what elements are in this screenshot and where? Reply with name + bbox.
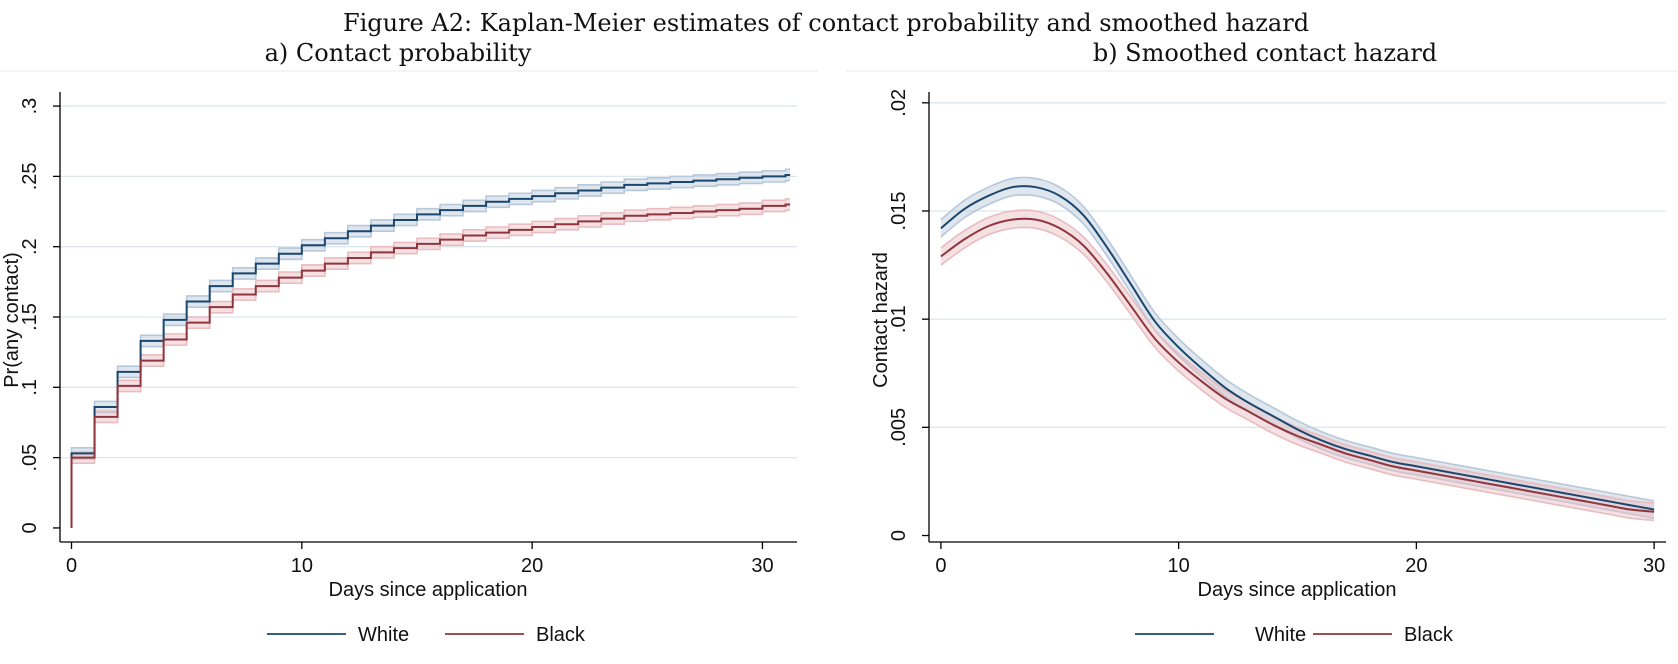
- panel-b-x-tick-label-2: 20: [1405, 555, 1427, 577]
- panel-a-x-tick-label-3: 30: [751, 555, 773, 577]
- panel-a-legend-white-label: White: [358, 624, 409, 646]
- panel-a-white-ci-upper: [70, 168, 791, 528]
- panel-b-legend-black-label: Black: [1404, 624, 1454, 646]
- panel-b-y-axis-title: Contact hazard: [870, 252, 892, 388]
- panel-b-x-tick-label-1: 10: [1168, 555, 1190, 577]
- panel-b-bands: [940, 176, 1655, 522]
- panel-b-white-ci-lower: [940, 193, 1655, 519]
- panel-contact-hazard: b) Smoothed contact hazard 0 .005 .01 .015.…: [846, 39, 1678, 646]
- panel-a-x-tick-label-1: 10: [291, 555, 313, 577]
- panel-a-black-ci-lower: [70, 209, 791, 528]
- panel-a-white-line: [70, 173, 791, 528]
- panel-b-y-tick-label-2: .01: [888, 305, 910, 333]
- panel-b-white-ci-upper: [940, 176, 1655, 502]
- panel-b-black-ci-lower: [940, 226, 1655, 522]
- panel-b-gridlines: [929, 102, 1666, 428]
- panel-b-x-axis-title: Days since application: [1198, 579, 1397, 601]
- panel-b-y-tick-label-4: .02: [888, 89, 910, 117]
- panel-a-x-tick-label-2: 20: [521, 555, 543, 577]
- panel-b-title: b) Smoothed contact hazard: [1093, 39, 1437, 67]
- panel-b-y-tick-label-0: 0: [888, 530, 910, 541]
- panel-a-y-tick-label-4: .2: [19, 238, 41, 255]
- panel-b-ticks: 0 .005 .01 .015 .02 0 10 20 30: [888, 89, 1665, 577]
- panel-b-y-tick-label-3: .015: [888, 192, 910, 231]
- panel-contact-probability: a) Contact probability 0.05.1.15.2.25.30…: [0, 39, 818, 646]
- panel-b-legend: White Black: [1135, 624, 1454, 646]
- panel-a-gridlines: [60, 105, 797, 459]
- panel-b-black-ci-upper: [940, 209, 1655, 504]
- panel-a-ticks: 0 .05 .1 .15 .2 .25 .3 0 10 20 30: [19, 98, 774, 577]
- panel-a-x-axis-title: Days since application: [329, 579, 528, 601]
- panel-a-y-tick-label-0: 0: [19, 522, 41, 533]
- panel-a-y-tick-label-3: .15: [19, 303, 41, 331]
- panel-a-y-axis-title: Pr(any contact): [1, 252, 23, 388]
- panel-a-y-tick-label-1: .05: [19, 444, 41, 472]
- panel-a-legend-black-label: Black: [536, 624, 586, 646]
- panel-a-white-ci-lower: [70, 179, 791, 528]
- panel-b-lines: [940, 185, 1655, 513]
- panel-a-y-tick-label-6: .3: [19, 98, 41, 115]
- panel-b-y-tick-label-1: .005: [888, 408, 910, 447]
- panel-b-black-line: [940, 217, 1655, 513]
- panel-b-white-ci-band: [940, 178, 1655, 519]
- panel-b-white-line: [940, 185, 1655, 511]
- panel-b-black-ci-band: [940, 210, 1655, 521]
- panel-a-y-tick-label-2: .1: [19, 379, 41, 396]
- panel-a-legend: White Black: [267, 624, 586, 646]
- panel-b-x-tick-label-3: 30: [1643, 555, 1665, 577]
- panel-b-x-tick-label-0: 0: [935, 555, 946, 577]
- panel-a-y-tick-label-5: .25: [19, 162, 41, 190]
- panel-a-bands: [70, 168, 791, 528]
- panel-b-axes: [928, 92, 1666, 543]
- panel-a-title: a) Contact probability: [265, 39, 532, 67]
- panel-a-black-line: [70, 203, 791, 528]
- panel-a-lines: [70, 173, 791, 528]
- panel-b-legend-white-label: White: [1255, 624, 1306, 646]
- panel-a-x-tick-label-0: 0: [66, 555, 77, 577]
- figure-title: Figure A2: Kaplan-Meier estimates of con…: [343, 9, 1309, 37]
